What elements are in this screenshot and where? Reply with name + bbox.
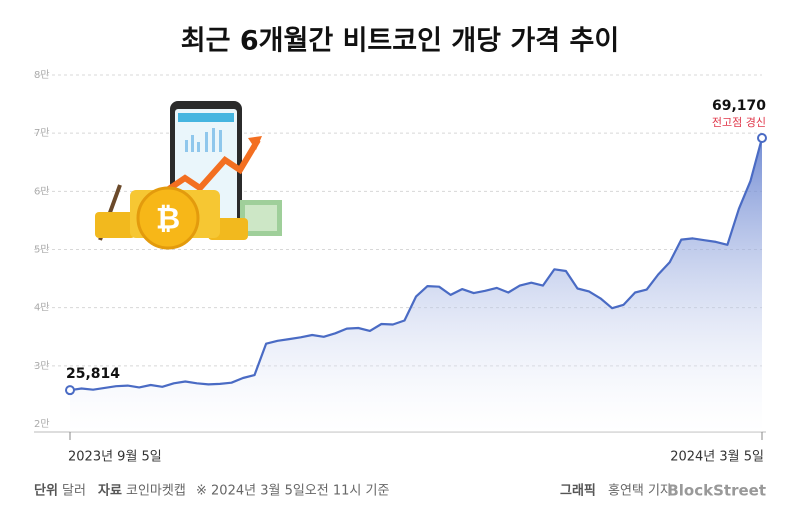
unit-label: 단위	[34, 483, 58, 499]
svg-text:₿: ₿	[156, 202, 180, 237]
point-marker	[65, 385, 75, 396]
data-label: 69,170	[712, 98, 766, 114]
point-marker	[757, 132, 767, 143]
x-tick-label: 2023년 9월 5일	[68, 450, 162, 465]
y-tick-label: 2만	[34, 418, 50, 430]
source: 코인마켓캡	[126, 484, 186, 499]
credit-label: 그래픽	[560, 483, 596, 499]
data-label: 25,814	[66, 366, 120, 382]
annotation: 전고점 경신	[712, 116, 766, 129]
chart-title: 최근 6개월간 비트코인 개당 가격 추이	[181, 26, 619, 57]
line	[69, 137, 764, 392]
note: ※ 2024년 3월 5일오전 11시 기준	[196, 484, 389, 499]
footer: 단위 달러 자료 코인마켓캡 ※ 2024년 3월 5일오전 11시 기준 그래…	[34, 482, 766, 500]
brand: BlockStreet	[667, 482, 766, 500]
illustration: ₿	[95, 101, 282, 250]
x-tick-label: 2024년 3월 5일	[670, 450, 764, 465]
area	[70, 138, 762, 432]
source-label: 자료	[98, 484, 122, 499]
credit: 홍연택 기자	[608, 484, 672, 499]
unit: 달러	[62, 484, 86, 499]
